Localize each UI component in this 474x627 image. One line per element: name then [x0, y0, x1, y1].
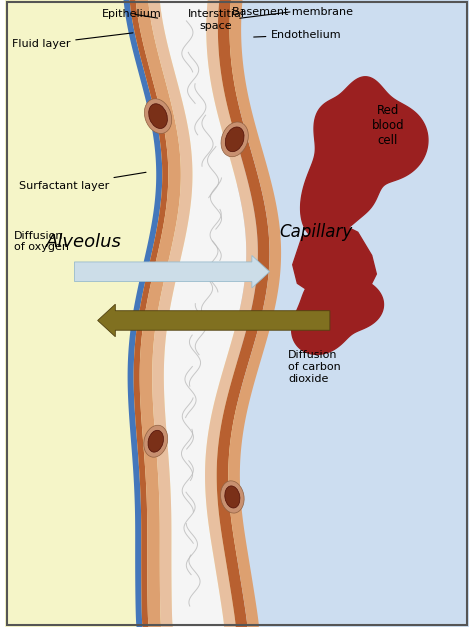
FancyArrow shape: [98, 304, 330, 337]
Text: Surfactant layer: Surfactant layer: [18, 172, 146, 191]
Polygon shape: [136, 0, 181, 627]
Ellipse shape: [144, 425, 168, 457]
Polygon shape: [148, 0, 192, 627]
Text: Interstitial
space: Interstitial space: [188, 9, 245, 31]
Polygon shape: [228, 0, 281, 627]
Ellipse shape: [225, 486, 240, 508]
Polygon shape: [217, 0, 270, 627]
Polygon shape: [205, 0, 258, 627]
Polygon shape: [292, 273, 383, 354]
Text: Alveolus: Alveolus: [46, 233, 122, 251]
Text: Endothelium: Endothelium: [254, 30, 342, 40]
Polygon shape: [124, 0, 162, 627]
FancyArrow shape: [74, 255, 270, 288]
Ellipse shape: [145, 98, 172, 134]
Ellipse shape: [220, 481, 244, 513]
Ellipse shape: [148, 430, 164, 452]
Polygon shape: [129, 0, 168, 627]
Polygon shape: [293, 223, 376, 302]
Ellipse shape: [221, 122, 248, 157]
Text: Red
blood
cell: Red blood cell: [372, 104, 404, 147]
Text: Fluid layer: Fluid layer: [12, 33, 133, 49]
Text: Diffusion
of carbon
dioxide: Diffusion of carbon dioxide: [288, 350, 341, 384]
Bar: [237, 0, 469, 627]
Text: Basement membrane: Basement membrane: [232, 7, 353, 18]
Text: Capillary: Capillary: [279, 223, 353, 241]
Polygon shape: [301, 76, 428, 240]
Ellipse shape: [149, 103, 167, 129]
Bar: [5, 0, 237, 627]
Ellipse shape: [225, 127, 244, 152]
Polygon shape: [160, 0, 246, 627]
Text: Diffusion
of oxygen: Diffusion of oxygen: [14, 231, 69, 252]
Text: Epithelium: Epithelium: [102, 9, 162, 19]
